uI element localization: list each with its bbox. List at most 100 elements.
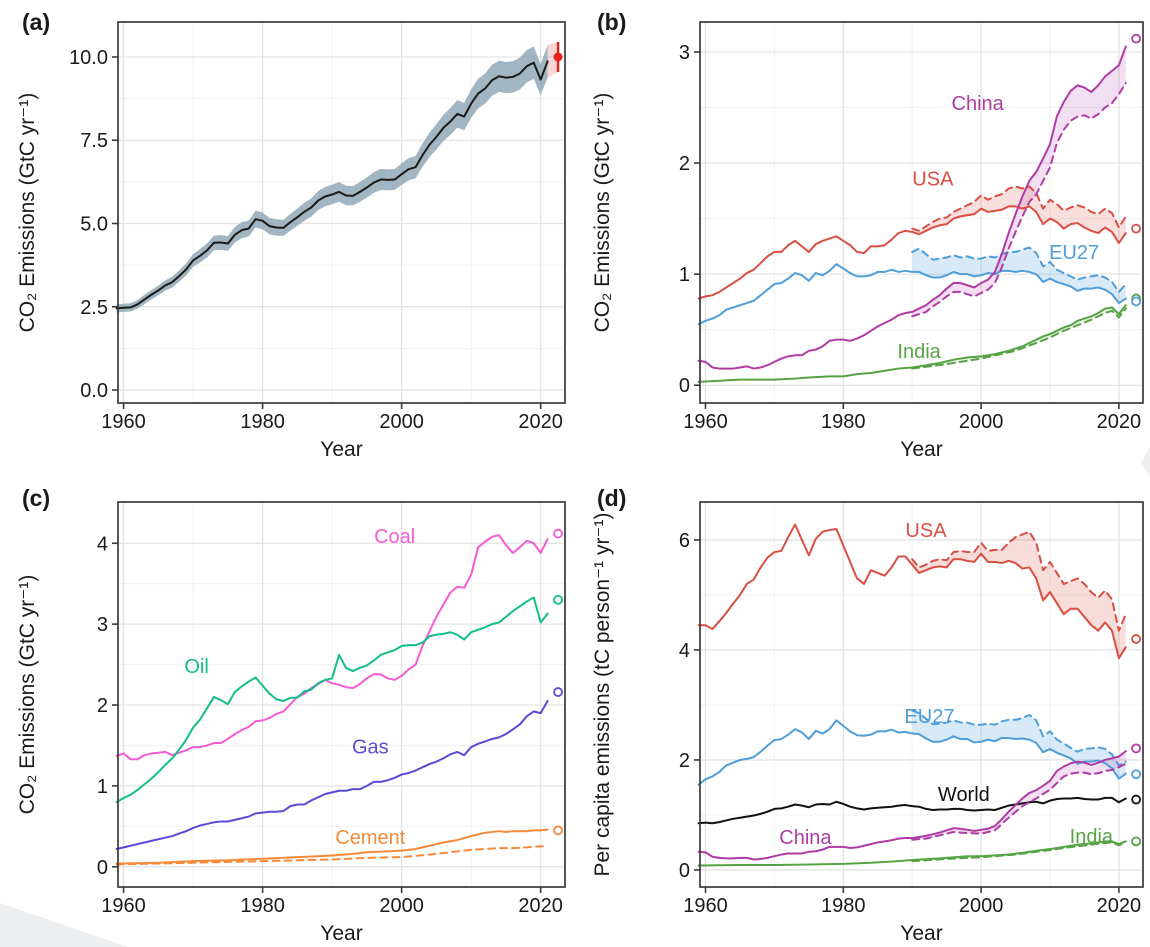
line-cement [115,828,549,865]
page-artifact-right-edge [1141,447,1150,477]
line-usa-consumption [911,185,1127,232]
x-tick-label: 2020 [1097,411,1142,433]
series-label-usa: USA [905,520,947,542]
panel-d-svg: USA EU27 World China India 1960 1980 2000 2020 0 2… [575,470,1150,947]
x-tick-label: 1980 [240,411,285,433]
y-tick-label: 0 [679,860,690,882]
ribbon [912,710,1126,779]
series-label-gas: Gas [352,736,389,758]
y-tick-label: 0.0 [80,380,108,402]
series-label-eu27: EU27 [1049,242,1099,264]
panel-tag: (d) [597,485,626,511]
panel-tag: (b) [597,9,626,35]
x-axis-label: Year [900,922,942,945]
x-tick-label: 2020 [518,411,563,433]
y-axis-label: CO₂ Emissions (GtC yr⁻¹) [16,93,39,333]
line-eu27-consumption [911,246,1127,293]
endpoint-circle [1131,223,1142,234]
y-tick-label: 7.5 [80,130,108,152]
y-tick-label: 4 [679,640,690,662]
line-china-consumption [911,82,1127,318]
y-tick-label: 2 [679,750,690,772]
series-label-coal: Coal [374,526,415,548]
line-china-territorial [697,45,1127,370]
plot-border [117,501,566,888]
y-tick-label: 4 [97,533,108,555]
line-usa-territorial [697,205,1127,300]
y-tick-label: 3 [97,614,108,636]
panel-tag: (a) [22,9,50,35]
x-tick-label: 2000 [959,411,1004,433]
series-label-cement: Cement [335,827,405,849]
line-coal [115,534,549,761]
y-tick-label: 0 [679,375,690,397]
series-label-india: India [1070,826,1114,848]
panel-tag: (c) [22,485,50,511]
y-tick-label: 2.5 [80,297,108,319]
endpoint-circle [553,594,563,605]
y-axis-label: CO₂ Emissions (GtC yr⁻¹) [16,575,39,815]
panel-a-global-co2-emissions-chart: 1960 1980 2000 2020 0.0 2.5 5.0 7.5 10.0 Year CO₂ … [0,0,575,470]
x-axis-label: Year [320,438,362,461]
endpoint-circle [553,687,563,697]
panel-background [575,470,1150,947]
series-label-world: World [938,784,990,806]
ribbon [912,247,1126,304]
y-tick-label: 2 [97,695,108,717]
x-axis-label: Year [900,438,942,461]
panel-c-svg: Coal Oil Gas Cement 1960 1980 2000 2020 0 1 2 3 4 Yea… [0,470,575,947]
x-tick-label: 2000 [379,411,424,433]
x-tick-label: 1980 [821,895,866,917]
x-tick-label: 2000 [379,895,424,917]
y-tick-label: 6 [679,530,690,552]
y-tick-label: 3 [679,42,690,64]
series-label-india: India [897,341,941,363]
x-tick-label: 1980 [240,895,285,917]
y-tick-label: 5.0 [80,213,108,235]
x-tick-label: 1960 [683,411,728,433]
series-label-oil: Oil [184,656,208,678]
ribbon [912,531,1126,659]
panel-c-fuel-co2-emissions-chart: Coal Oil Gas Cement 1960 1980 2000 2020 0 1 2 3 4 Yea… [0,470,575,947]
y-tick-label: 1 [679,264,690,286]
plot-border [117,21,566,404]
y-tick-label: 2 [679,153,690,175]
x-tick-label: 2020 [1097,895,1142,917]
endpoint-circle [1131,769,1142,780]
panel-d-per-capita-emissions-chart: USA EU27 World China India 1960 1980 2000 2020 0 2… [575,470,1150,947]
endpoint-circle [1131,296,1142,307]
y-tick-label: 0 [97,857,108,879]
series-label-china: China [779,827,832,849]
line-cement-net-of-carbonation [115,844,549,866]
x-tick-label: 2020 [518,895,563,917]
line-global-fossil-co2 [115,60,549,310]
x-tick-label: 1980 [821,411,866,433]
y-axis-label: CO₂ Emissions (GtC yr⁻¹) [591,93,614,333]
ribbon [912,305,1126,369]
line-eu27-consumption [911,709,1127,767]
line-eu27-territorial [697,719,1127,786]
line-eu27-territorial [697,263,1127,326]
panel-a-svg: 1960 1980 2000 2020 0.0 2.5 5.0 7.5 10.0 Year CO₂ … [0,0,575,470]
x-tick-label: 2000 [959,895,1004,917]
panel-b-svg: China USA EU27 India 1960 1980 2000 2020 0 1 2 3 Yea… [575,0,1150,470]
series-label-china: China [952,93,1005,115]
endpoint-circle [1131,794,1142,805]
line-usa-territorial [697,523,1127,660]
line-india-territorial [697,304,1127,383]
ribbon [912,46,1126,317]
plot-border [699,501,1144,888]
ribbon [912,186,1126,244]
endpoint-circle [1131,836,1142,847]
y-tick-label: 1 [97,776,108,798]
line-india-consumption [911,307,1127,370]
x-tick-label: 1960 [101,411,146,433]
endpoint-circle [1131,743,1142,754]
line-gas [115,699,549,850]
y-axis-label: Per capita emissions (tC person⁻¹ yr⁻¹) [591,512,614,876]
endpoint-circle [1131,634,1142,644]
line-china-territorial [697,750,1127,861]
plot-border [699,21,1144,404]
line-world [697,796,1127,825]
